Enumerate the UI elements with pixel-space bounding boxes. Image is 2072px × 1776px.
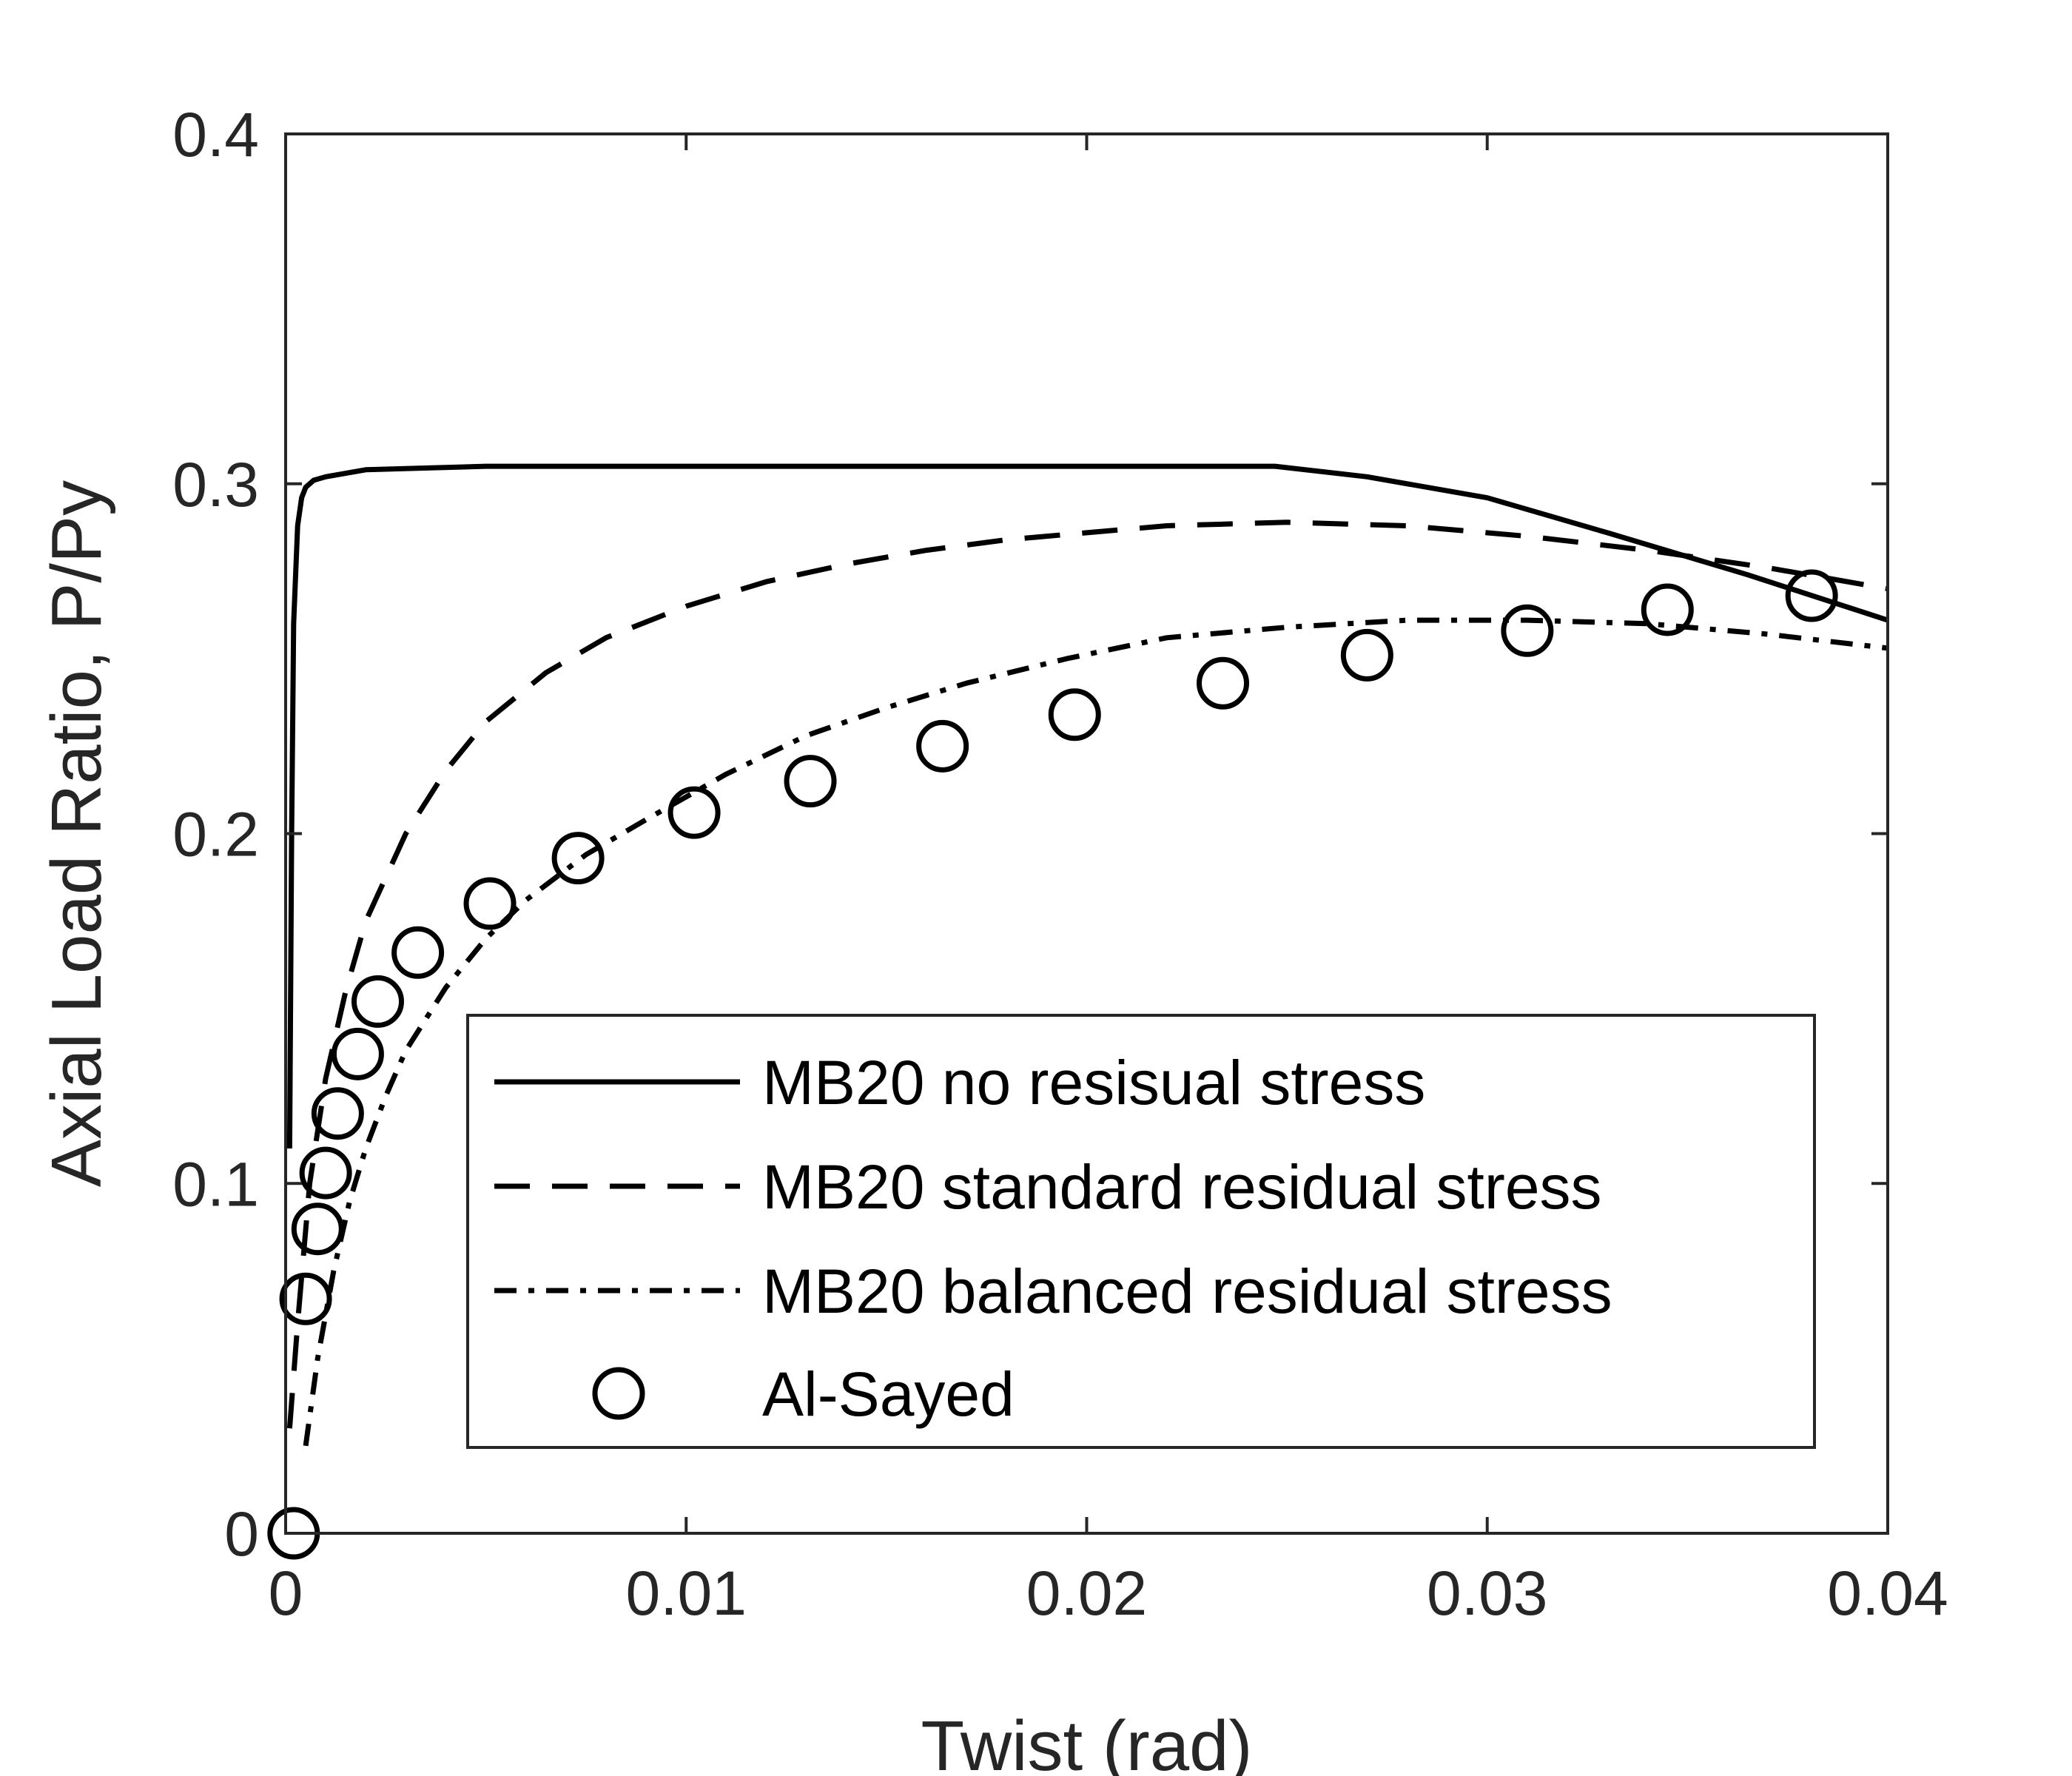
x-axis-label: Twist (rad)	[921, 1706, 1252, 1776]
x-tick-label: 0.02	[1026, 1558, 1148, 1628]
al-sayed-point	[299, 1146, 352, 1200]
series-line-dashdot	[303, 617, 1888, 1447]
y-tick-label: 0.3	[172, 450, 259, 519]
legend-swatch-marker	[592, 1367, 645, 1420]
al-sayed-point	[291, 1202, 344, 1256]
al-sayed-point	[1785, 569, 1838, 622]
al-sayed-point	[667, 786, 721, 839]
series-line-solid	[286, 463, 1888, 1149]
y-tick-label: 0.2	[172, 800, 259, 870]
al-sayed-point	[463, 877, 517, 930]
x-tick-label: 0.03	[1427, 1558, 1548, 1628]
series-lines	[286, 463, 1888, 1447]
legend: MB20 no resisual stress MB20 standard res…	[466, 1014, 1816, 1449]
al-sayed-point	[551, 832, 605, 885]
x-tick-label: 0.04	[1827, 1558, 1948, 1628]
y-tick-label: 0.1	[172, 1149, 259, 1219]
legend-label: MB20 no resisual stress	[762, 1048, 1425, 1117]
al-sayed-point	[1340, 628, 1393, 682]
al-sayed-point	[1501, 604, 1554, 657]
al-sayed-point	[1048, 688, 1101, 741]
al-sayed-point	[279, 1272, 332, 1325]
x-tick-label: 0.01	[626, 1558, 747, 1628]
al-sayed-point	[1641, 583, 1694, 636]
legend-label: Al-Sayed	[762, 1359, 1015, 1429]
al-sayed-point	[784, 755, 837, 808]
plot-area	[267, 463, 1888, 1560]
al-sayed-point	[391, 926, 445, 979]
al-sayed-point	[916, 719, 969, 773]
y-tick-label: 0	[224, 1499, 259, 1569]
series-markers	[267, 569, 1838, 1560]
al-sayed-point	[331, 1027, 384, 1080]
axis-ticks: 0 0.01 0.02 0.03 0.04 0 0.1 0.2 0.3 0.4	[172, 100, 1948, 1628]
x-tick-label: 0	[269, 1558, 303, 1628]
legend-label: MB20 balanced residual stress	[762, 1257, 1612, 1326]
series-line-dashed	[286, 519, 1888, 1429]
y-tick-label: 0.4	[172, 100, 259, 169]
al-sayed-point	[311, 1087, 364, 1140]
y-axis-label: Axial Load Ratio, P/Py	[37, 480, 116, 1187]
legend-label: MB20 standard residual stress	[762, 1152, 1602, 1222]
al-sayed-point	[351, 975, 404, 1028]
al-sayed-point	[1197, 656, 1250, 710]
legend-box	[466, 1014, 1816, 1449]
